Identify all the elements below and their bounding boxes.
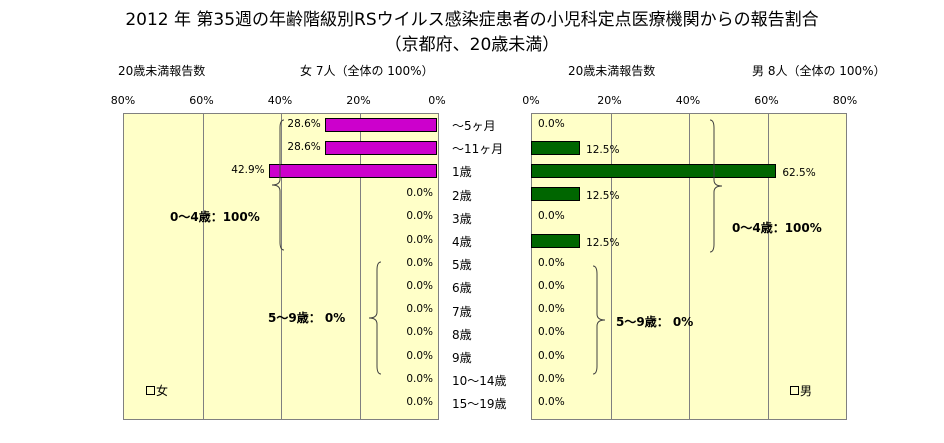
female-5-9-brace — [368, 261, 382, 375]
female-axis-tick: 20% — [346, 94, 371, 107]
female-value-label: 0.0% — [406, 396, 433, 408]
female-value-label: 0.0% — [406, 349, 433, 362]
male-value-label: 12.5% — [586, 236, 620, 249]
male-value-label: 62.5% — [782, 167, 816, 179]
category-label: 2歳 — [452, 188, 472, 203]
female-value-label: 0.0% — [406, 256, 433, 269]
female-value-label: 0.0% — [406, 372, 433, 385]
category-label: 15～19歳 — [452, 397, 507, 412]
male-axis-tick: 80% — [832, 94, 858, 107]
female-legend-label: 女 — [156, 384, 169, 398]
female-gridline — [202, 114, 204, 419]
male-bar — [531, 164, 777, 178]
category-label: 1歳 — [452, 165, 472, 180]
female-value-label: 0.0% — [406, 303, 433, 316]
male-legend-label: 男 — [800, 384, 813, 398]
male-value-label: 0.0% — [538, 303, 565, 316]
female-axis-tick: 0% — [428, 94, 446, 107]
male-bar — [531, 187, 581, 202]
female-0-4-annotation: 0～4歳：100% — [170, 210, 260, 224]
female-axis-tick: 80% — [110, 94, 136, 107]
category-label: 5歳 — [452, 258, 472, 273]
male-value-label: 0.0% — [538, 210, 565, 223]
male-axis-tick: 20% — [597, 94, 622, 107]
female-value-label: 0.0% — [406, 210, 433, 223]
male-value-label: 0.0% — [538, 256, 565, 269]
male-bar — [531, 233, 581, 248]
right-count-header: 20歳未満報告数 — [568, 64, 656, 78]
male-value-label: 0.0% — [538, 349, 565, 362]
male-value-label: 0.0% — [538, 326, 565, 339]
male-axis-tick: 40% — [675, 94, 701, 107]
chart-subtitle: （京都府、20歳未満） — [384, 35, 560, 55]
female-value-label: 42.9% — [231, 164, 265, 176]
left-count-header: 20歳未満報告数 — [118, 64, 206, 78]
male-value-label: 12.5% — [586, 190, 620, 203]
male-summary: 男 8人（全体の 100%） — [752, 64, 886, 78]
male-value-label: 0.0% — [538, 117, 565, 130]
category-label: ～5ヶ月 — [452, 119, 496, 133]
male-5-9-annotation: 5～9歳： 0% — [616, 315, 694, 329]
male-value-label: 0.0% — [538, 280, 565, 292]
female-gridline — [281, 114, 282, 419]
female-value-label: 28.6% — [287, 140, 321, 153]
male-value-label: 0.0% — [538, 372, 565, 385]
female-5-9-annotation: 5～9歳： 0% — [268, 311, 346, 325]
male-axis-tick: 0% — [522, 94, 540, 107]
category-label: 10～14歳 — [452, 374, 507, 389]
male-legend-swatch — [790, 386, 799, 395]
category-label: 3歳 — [452, 211, 472, 226]
male-value-label: 12.5% — [586, 143, 620, 156]
chart-title: 2012 年 第35週の年齢階級別RSウイルス感染症患者の小児科定点医療機関から… — [125, 10, 819, 30]
male-5-9-brace — [592, 265, 606, 375]
male-axis-tick: 60% — [754, 94, 779, 107]
male-gridline — [767, 114, 769, 419]
female-value-label: 0.0% — [406, 187, 433, 200]
female-legend-swatch — [146, 386, 155, 395]
female-0-4-brace — [271, 119, 285, 251]
category-label: 6歳 — [452, 281, 472, 296]
category-label: 7歳 — [452, 304, 472, 319]
female-bar — [324, 140, 437, 155]
category-label: 9歳 — [452, 351, 472, 365]
female-summary: 女 7人（全体の 100%） — [300, 64, 434, 78]
category-label: 8歳 — [452, 327, 472, 342]
male-value-label: 0.0% — [538, 396, 565, 408]
female-value-label: 0.0% — [406, 280, 433, 292]
female-axis-tick: 40% — [267, 94, 293, 107]
male-bar — [531, 140, 581, 155]
category-label: ～11ヶ月 — [452, 142, 504, 157]
female-bar — [268, 164, 437, 178]
male-0-4-annotation: 0～4歳：100% — [732, 221, 822, 235]
category-label: 4歳 — [452, 235, 472, 249]
female-value-label: 0.0% — [406, 233, 433, 246]
female-bar — [324, 117, 437, 132]
female-gridline — [359, 114, 361, 419]
female-axis-tick: 60% — [189, 94, 214, 107]
male-gridline — [689, 114, 690, 419]
female-value-label: 28.6% — [287, 117, 321, 130]
female-value-label: 0.0% — [406, 326, 433, 339]
male-0-4-brace — [709, 119, 723, 253]
male-gridline — [610, 114, 612, 419]
